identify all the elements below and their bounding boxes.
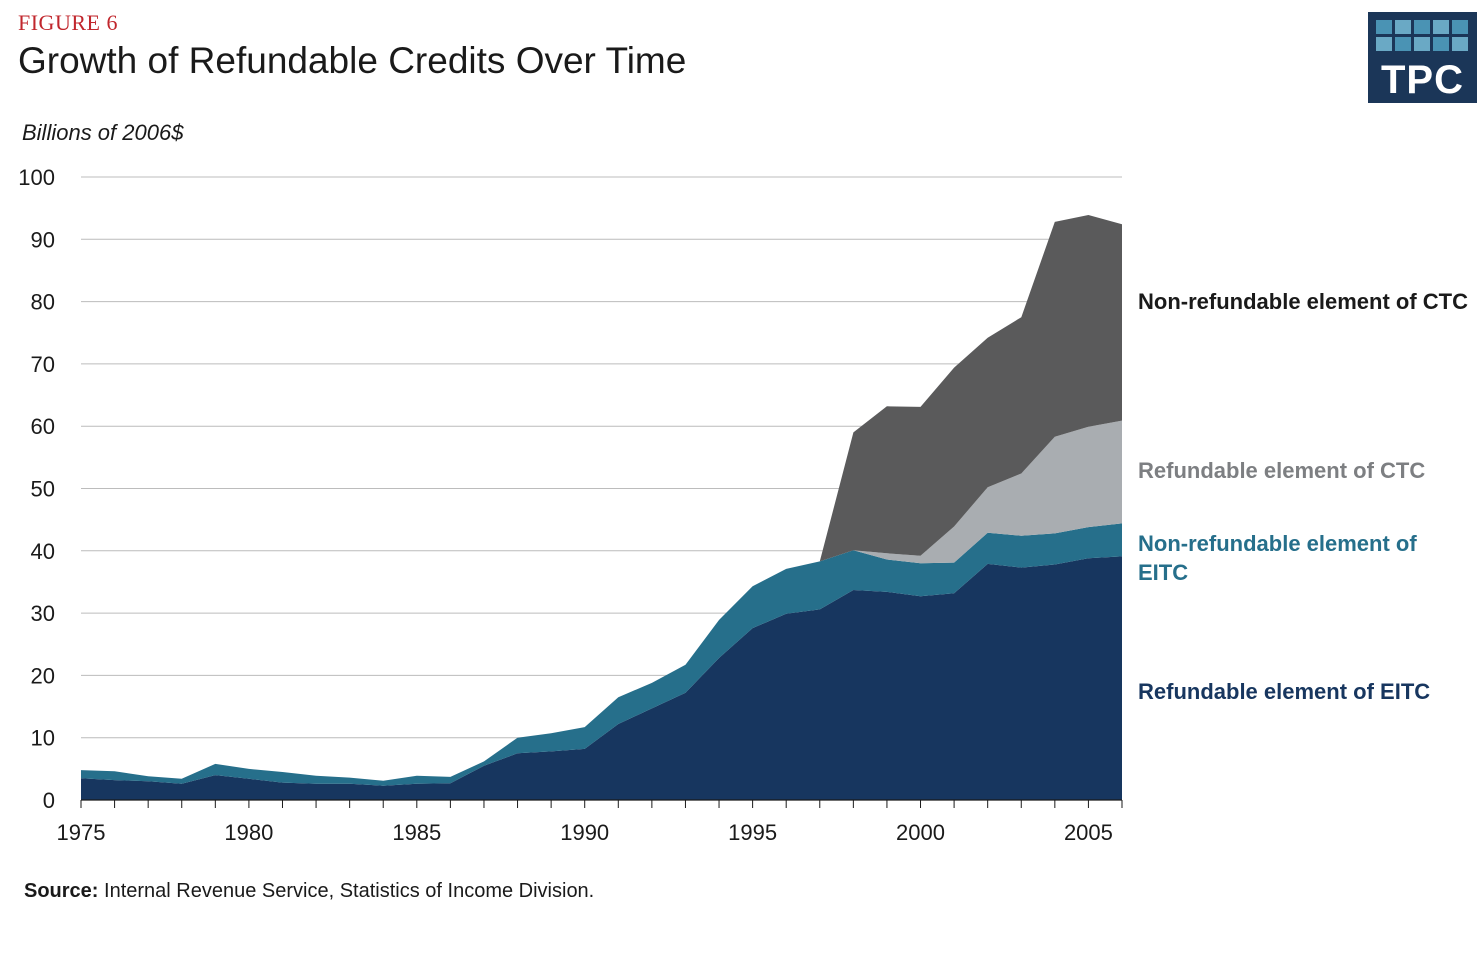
y-tick-label: 20 <box>31 663 55 688</box>
y-tick-label: 60 <box>31 414 55 439</box>
y-tick-label: 100 <box>18 165 55 190</box>
x-tick-label: 1985 <box>392 820 441 845</box>
x-tick-label: 1995 <box>728 820 777 845</box>
logo-grid-cell <box>1433 20 1449 34</box>
legend-label-refundable-eitc: Refundable element of EITC <box>1138 679 1431 704</box>
logo-grid-cell <box>1414 37 1430 51</box>
area-non-refundable-element-of-ctc <box>81 215 1122 781</box>
logo-grid-cell <box>1452 20 1468 34</box>
y-tick-label: 90 <box>31 227 55 252</box>
y-tick-label: 50 <box>31 477 55 502</box>
logo-grid-cell <box>1414 20 1430 34</box>
x-tick-label: 2005 <box>1064 820 1113 845</box>
source-note: Source: Internal Revenue Service, Statis… <box>24 880 594 903</box>
source-text: Internal Revenue Service, Statistics of … <box>98 880 595 902</box>
y-tick-label: 30 <box>31 601 55 626</box>
logo-grid-cell <box>1433 37 1449 51</box>
y-tick-label: 0 <box>43 788 55 813</box>
tpc-logo: TPC <box>1368 12 1477 103</box>
legend-label-nonrefundable-ctc: Non-refundable element of CTC <box>1138 289 1469 314</box>
y-tick-label: 80 <box>31 290 55 315</box>
figure-label: FIGURE 6 <box>18 10 118 35</box>
source-prefix: Source: <box>24 880 99 902</box>
x-tick-label: 1980 <box>224 820 273 845</box>
logo-grid-cell <box>1452 37 1468 51</box>
logo-grid-cell <box>1395 20 1411 34</box>
legend-label-refundable-ctc: Refundable element of CTC <box>1138 458 1426 483</box>
area-refundable-element-of-eitc <box>81 556 1122 800</box>
chart-title: Growth of Refundable Credits Over Time <box>18 40 687 81</box>
x-tick-label: 1990 <box>560 820 609 845</box>
x-tick-label: 1975 <box>57 820 106 845</box>
logo-grid-cell <box>1376 20 1392 34</box>
y-tick-label: 70 <box>31 352 55 377</box>
legend-label-nonrefundable-eitc: Non-refundable element of EITC <box>1138 531 1417 585</box>
y-axis-unit-label: Billions of 2006$ <box>22 120 184 145</box>
logo-grid-cell <box>1395 37 1411 51</box>
area-non-refundable-element-of-eitc <box>81 523 1122 786</box>
x-tick-label: 2000 <box>896 820 945 845</box>
y-tick-label: 40 <box>31 539 55 564</box>
logo-grid-cell <box>1376 37 1392 51</box>
y-tick-label: 10 <box>31 726 55 751</box>
logo-text: TPC <box>1381 58 1464 102</box>
